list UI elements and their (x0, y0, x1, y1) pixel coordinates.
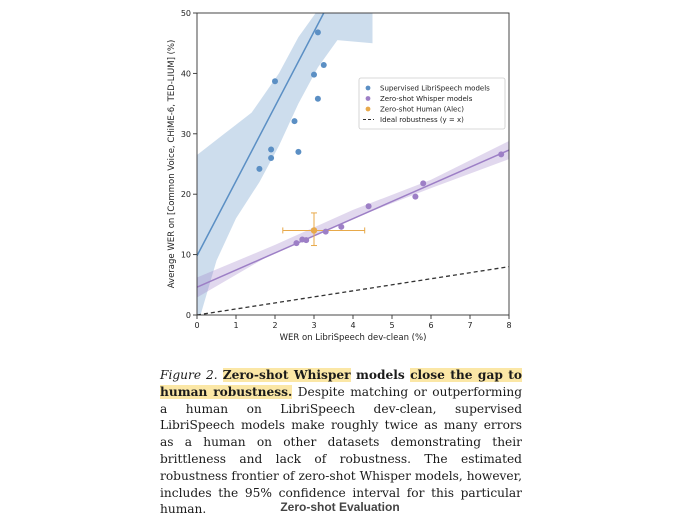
legend-marker-2 (365, 106, 371, 112)
legend-label-3: Ideal robustness (y = x) (380, 116, 464, 124)
whisper-point-4 (338, 223, 345, 230)
caption-highlight-whisper: Zero-shot Whisper (222, 368, 351, 382)
legend: Supervised LibriSpeech models Zero-shot W… (358, 77, 506, 130)
x-tick-label-7: 7 (467, 321, 472, 330)
x-tick-label-4: 4 (350, 321, 355, 330)
supervised-point-6 (311, 71, 317, 78)
whisper-point-6 (412, 193, 419, 200)
legend-label-2: Zero-shot Human (Alec) (380, 106, 464, 114)
section-heading: Zero-shot Evaluation (280, 500, 400, 514)
whisper-point-8 (498, 151, 505, 158)
x-tick-label-3: 3 (311, 321, 316, 330)
supervised-point-8 (314, 29, 321, 36)
supervised-point-9 (320, 61, 327, 68)
figure-label: Figure 2. (160, 368, 218, 382)
y-tick-label-10: 10 (181, 251, 191, 260)
supervised-point-2 (268, 154, 275, 161)
x-tick-label-5: 5 (389, 321, 394, 330)
y-tick-label-30: 30 (181, 130, 191, 139)
y-tick-label-40: 40 (181, 69, 191, 78)
plot-area (197, 13, 509, 315)
robustness-chart: 0 1 2 3 4 5 6 7 8 0 10 20 30 40 50 WER on LibriSpeech … (167, 9, 512, 343)
supervised-point-0 (256, 165, 263, 172)
x-axis-title: WER on LibriSpeech dev-clean (%) (280, 333, 427, 343)
x-tick-label-8: 8 (506, 321, 511, 330)
supervised-confidence-band (197, 13, 373, 315)
axes: 0 1 2 3 4 5 6 7 8 0 10 20 30 40 50 (181, 9, 512, 330)
whisper-point-3 (322, 228, 329, 235)
whisper-confidence-band (197, 141, 509, 298)
supervised-point-4 (291, 118, 298, 125)
y-tick-label-20: 20 (181, 190, 191, 199)
legend-marker-0 (365, 85, 371, 91)
whisper-point-7 (420, 180, 427, 187)
legend-marker-1 (365, 96, 371, 101)
whisper-fit-line (197, 149, 509, 288)
supervised-point-5 (295, 148, 302, 155)
x-tick-label-1: 1 (233, 321, 238, 330)
figure-caption: Figure 2. Zero-shot Whisper models close… (160, 367, 523, 518)
ideal-robustness-line (197, 266, 509, 315)
x-tick-label-2: 2 (272, 321, 277, 330)
supervised-point-1 (268, 146, 275, 153)
caption-body: Despite matching or outperforming a huma… (160, 384, 523, 517)
whisper-point-0 (293, 240, 300, 247)
human-point (310, 227, 318, 234)
legend-label-0: Supervised LibriSpeech models (380, 85, 490, 93)
whisper-point-5 (365, 203, 372, 210)
y-tick-label-0: 0 (186, 311, 191, 320)
y-axis-title: Average WER on [Common Voice, CHiME-6, T… (167, 40, 177, 289)
whisper-point-2 (303, 237, 310, 244)
caption-models-word: models (350, 368, 411, 382)
supervised-point-7 (314, 95, 321, 102)
supervised-point-3 (272, 78, 278, 85)
x-tick-label-0: 0 (194, 321, 199, 330)
y-tick-label-50: 50 (181, 9, 191, 18)
x-tick-label-6: 6 (428, 321, 433, 330)
legend-label-1: Zero-shot Whisper models (380, 95, 473, 103)
supervised-fit-line (197, 13, 325, 257)
legend-box (358, 77, 506, 130)
